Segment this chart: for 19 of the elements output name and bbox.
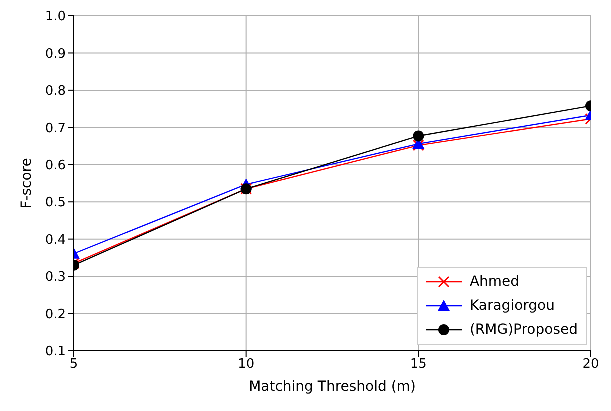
y-tick-label: 0.9 — [45, 46, 66, 62]
x-tick-label: 10 — [238, 357, 255, 372]
y-tick-label: 0.1 — [45, 344, 66, 360]
y-tick-label: 0.8 — [45, 84, 66, 100]
y-tick-label: 0.6 — [45, 158, 66, 174]
x-axis-title: Matching Threshold (m) — [249, 379, 416, 395]
legend-label: Karagiorgou — [470, 298, 555, 314]
x-tick-label: 15 — [410, 357, 427, 372]
y-tick-label: 0.3 — [45, 270, 66, 286]
y-axis-title: F-score — [18, 158, 35, 209]
x-tick-label: 20 — [582, 357, 600, 372]
legend-label: (RMG)Proposed — [470, 322, 578, 338]
y-tick-label: 0.2 — [45, 307, 66, 322]
y-tick-label: 0.5 — [45, 196, 66, 211]
y-tick-label: 1.0 — [45, 10, 66, 25]
x-tick-label: 5 — [70, 357, 78, 372]
y-tick-label: 0.4 — [45, 232, 66, 248]
legend-label: Ahmed — [470, 274, 520, 290]
y-tick-label: 0.7 — [45, 121, 66, 136]
